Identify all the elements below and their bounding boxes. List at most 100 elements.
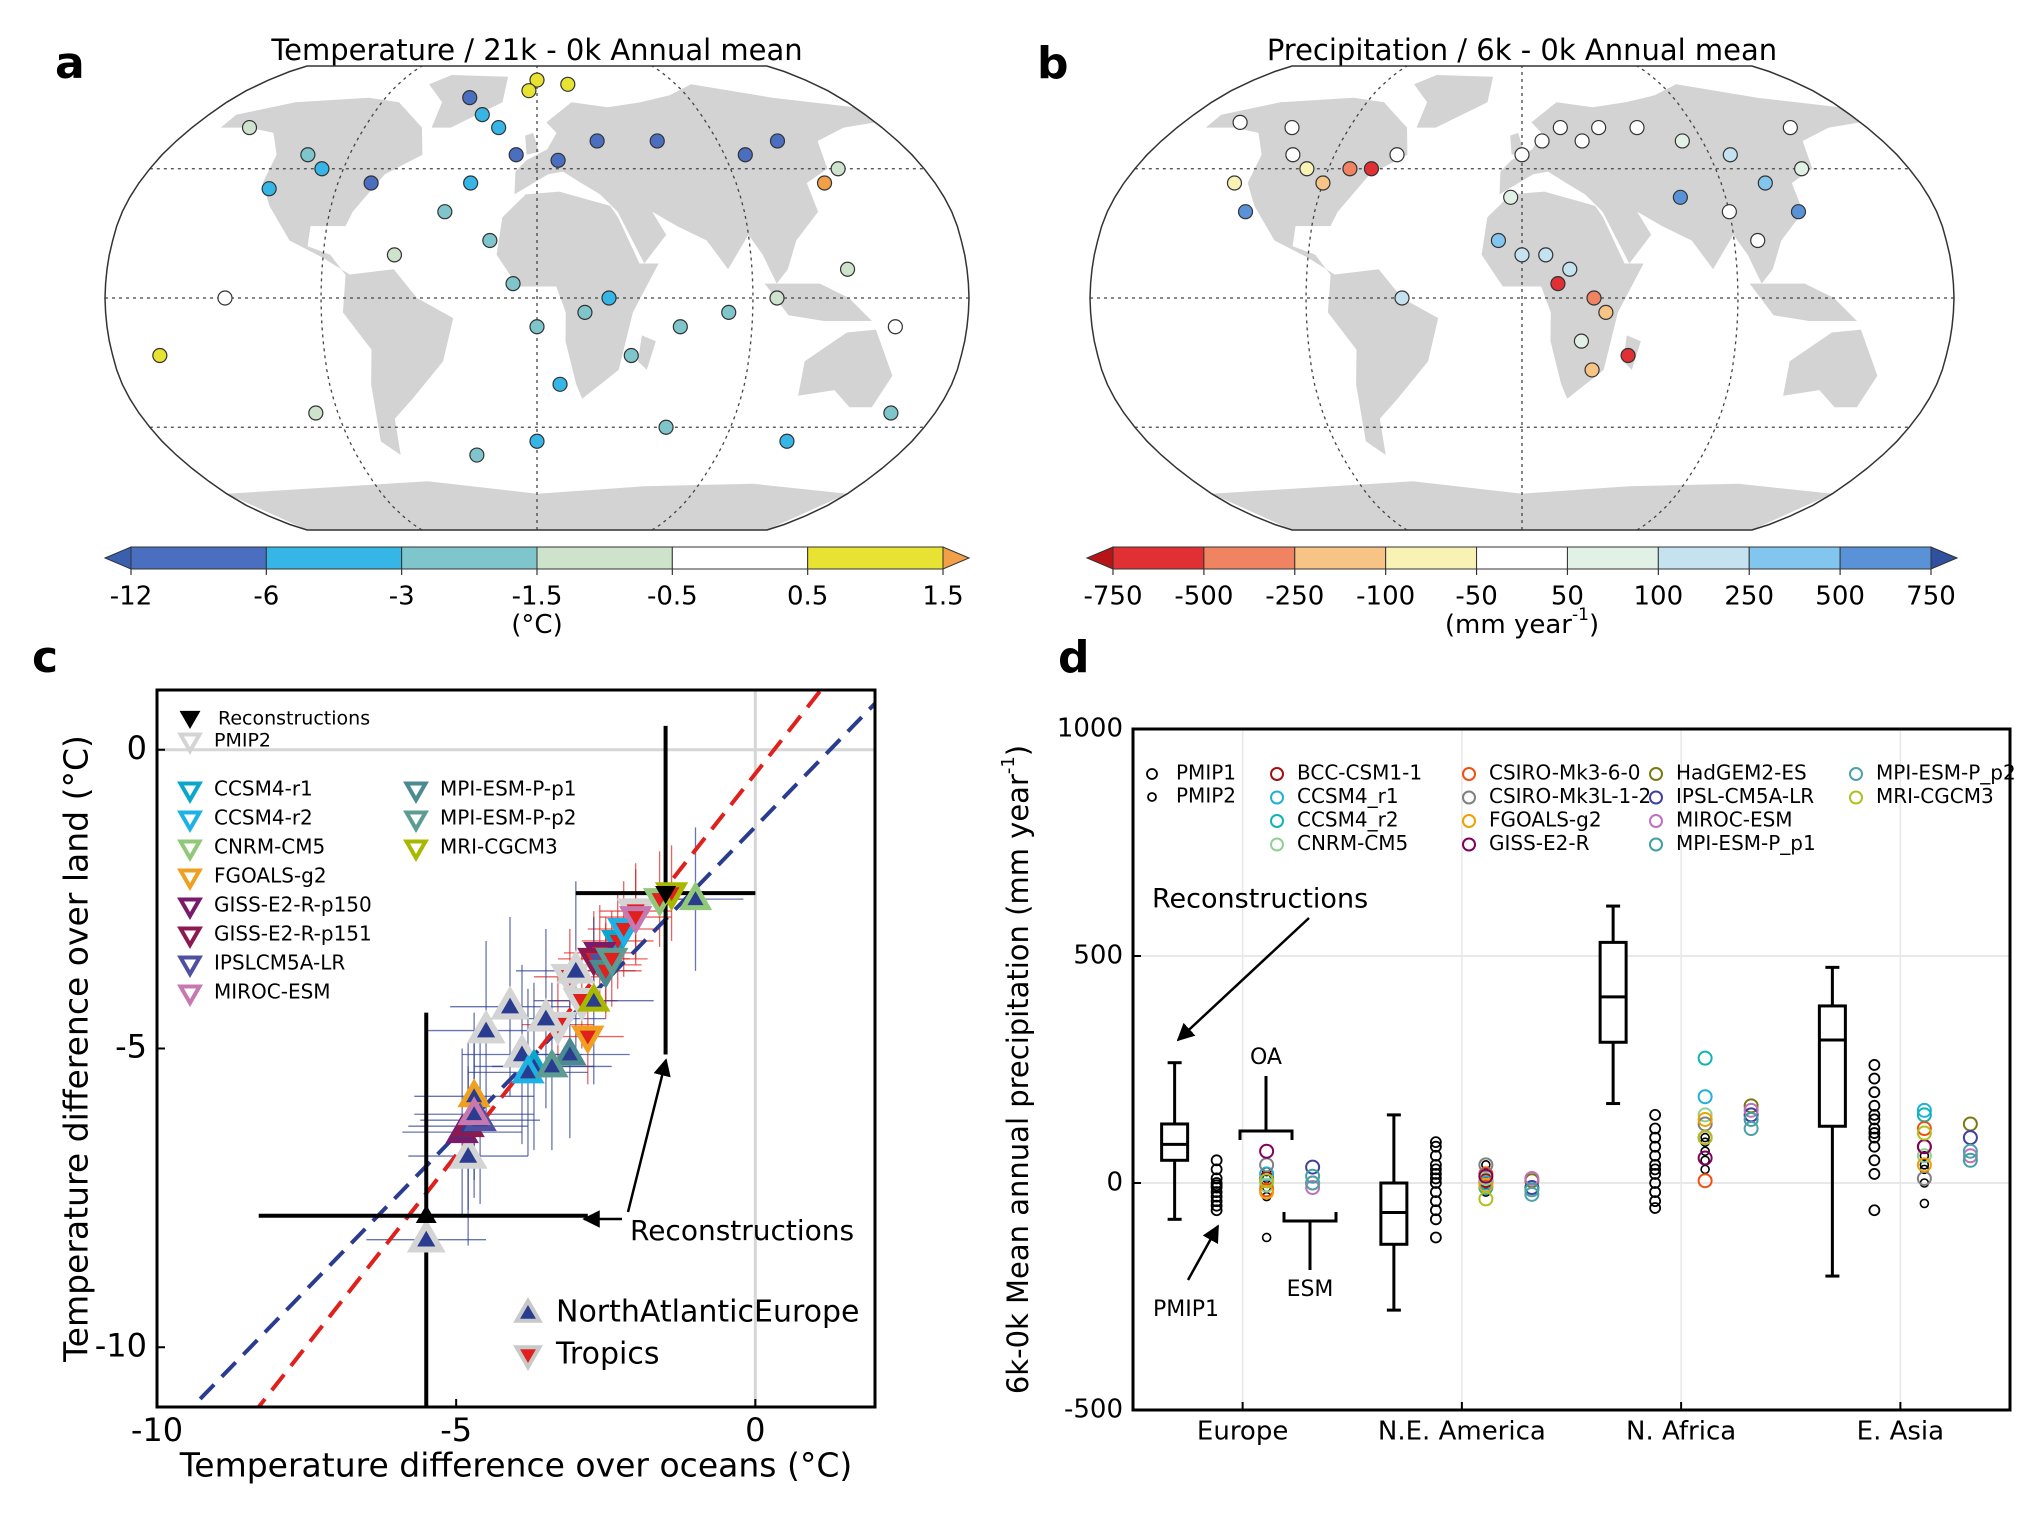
land <box>1327 269 1439 455</box>
legend-marker <box>1270 767 1284 781</box>
site-marker <box>462 90 478 106</box>
model-point <box>1916 1148 1932 1164</box>
site-marker <box>152 347 168 364</box>
pmip2-point <box>1919 1150 1930 1161</box>
pmip1-point <box>1429 1168 1442 1180</box>
region-legend-marker <box>513 1296 543 1323</box>
colorbar-tick-label: -500 <box>1174 582 1233 612</box>
land <box>1749 283 1857 321</box>
y-axis-label: Temperature difference over land (°C) <box>57 735 96 1363</box>
model-point <box>1259 1143 1275 1159</box>
legend-label: PMIP1 <box>1176 761 1236 785</box>
panel-label: d <box>1058 632 1090 683</box>
legend-label: MRI-CGCM3 <box>440 835 558 859</box>
pmip2-point <box>1700 1146 1710 1157</box>
site-marker <box>1674 133 1690 149</box>
legend-marker <box>1649 814 1663 828</box>
meridian <box>1305 66 1408 530</box>
legend-label: MPI-ESM-P_p1 <box>1676 831 1816 855</box>
model-marker <box>526 997 566 1032</box>
pmip1-point <box>1429 1158 1442 1171</box>
model-marker <box>678 881 713 911</box>
site-marker <box>623 347 639 364</box>
pmip1-point <box>1429 1195 1442 1208</box>
site-marker <box>1722 147 1738 163</box>
colorbar-tick-label: -12 <box>110 582 152 612</box>
pmip1-point <box>1649 1163 1662 1176</box>
y-axis-label-sup: -1 <box>998 756 1019 774</box>
pmip1-point <box>1429 1231 1442 1244</box>
legend-label: FGOALS-g2 <box>1489 808 1602 832</box>
land <box>226 481 848 530</box>
reconstruction-marker <box>655 886 677 905</box>
colorbar-segment <box>1566 546 1659 570</box>
legend-marker <box>1462 814 1476 828</box>
pmip1-point <box>1429 1136 1442 1149</box>
pmip2-point <box>1700 1164 1710 1175</box>
site-marker <box>308 405 324 421</box>
model-point <box>1743 1121 1759 1137</box>
legend-marker <box>177 897 203 921</box>
site-marker <box>1534 133 1550 149</box>
model-point <box>1916 1125 1932 1141</box>
legend-label: Reconstructions <box>218 708 370 730</box>
model-marker <box>457 1096 491 1126</box>
legend-marker <box>403 839 429 863</box>
colorbar-tick-label: 250 <box>1724 582 1774 612</box>
annotation-arrow <box>1186 1224 1220 1281</box>
legend-label: MPI-ESM-P-p1 <box>440 777 577 801</box>
legend-label: GISS-E2-R <box>1489 831 1590 855</box>
colorbar-tick-label: -100 <box>1356 582 1415 612</box>
colorbar-segment <box>1294 546 1387 570</box>
legend-label: MIROC-ESM <box>1676 808 1793 832</box>
annotation-arrow <box>626 1058 671 1213</box>
pmip1-point <box>1429 1213 1442 1226</box>
model-point <box>1697 1130 1713 1146</box>
land <box>1211 481 1833 530</box>
site-marker <box>1782 119 1798 136</box>
legend-marker <box>177 955 203 979</box>
legend-marker <box>1649 790 1663 805</box>
colorbar-segment <box>130 546 267 570</box>
site-marker <box>1790 204 1807 220</box>
annotation: Reconstructions <box>1152 884 1368 915</box>
legend-marker <box>1462 767 1476 781</box>
pmip2-point <box>1261 1232 1272 1243</box>
plot-frame <box>1131 727 2012 1412</box>
colorbar-under <box>1085 546 1114 570</box>
model-point <box>1259 1173 1275 1189</box>
pmip1-point <box>1429 1140 1442 1153</box>
model-point <box>1524 1186 1540 1202</box>
site-marker <box>1550 276 1566 292</box>
colorbar-segment <box>536 546 673 570</box>
legend-label: BCC-CSM1-1 <box>1297 761 1422 785</box>
legend-label: CNRM-CM5 <box>1297 831 1408 855</box>
legend-marker <box>1462 790 1476 805</box>
legend-marker <box>403 810 429 834</box>
model-marker <box>535 1048 569 1078</box>
meridian <box>1636 66 1739 530</box>
site-marker <box>779 433 795 449</box>
model-marker <box>406 1218 446 1253</box>
colorbar-segment <box>1657 546 1750 570</box>
reconstruction-marker <box>415 1204 437 1223</box>
land <box>220 97 423 275</box>
legend-marker <box>1849 767 1863 781</box>
map-area <box>1090 66 1954 530</box>
model-point <box>1962 1148 1978 1164</box>
bracket <box>1238 1076 1294 1140</box>
model-point <box>1259 1166 1275 1182</box>
model-point <box>1305 1175 1321 1191</box>
legend-label: MIROC-ESM <box>214 980 331 1004</box>
site-marker <box>1226 175 1243 191</box>
colorbar-over <box>942 546 971 570</box>
annotation: Reconstructions <box>630 1214 854 1247</box>
pmip1-point <box>1210 1154 1223 1167</box>
site-marker <box>529 319 545 335</box>
legend-label: GISS-E2-R-p150 <box>214 893 372 917</box>
model-marker <box>511 1054 545 1084</box>
pmip1-point <box>1210 1195 1223 1208</box>
legend-marker <box>177 839 203 863</box>
colorbar-segment <box>1203 546 1296 570</box>
